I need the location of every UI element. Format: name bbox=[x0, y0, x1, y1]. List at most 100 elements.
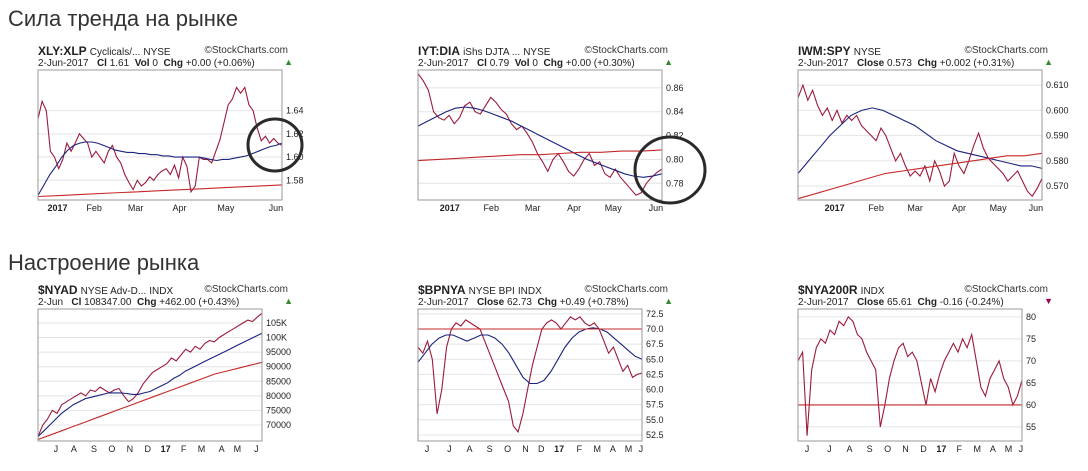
change-arrow-icon: ▲ bbox=[284, 296, 293, 306]
stat-value: 65.61 bbox=[886, 297, 912, 308]
x-tick-label: D bbox=[538, 444, 545, 454]
chart-symbol: XLY:XLP bbox=[38, 44, 87, 58]
chg-label: Chg bbox=[543, 58, 563, 69]
x-tick-label: Mar bbox=[128, 203, 144, 213]
chg-value: -0.16 (-0.24%) bbox=[939, 297, 1004, 308]
chg-label: Chg bbox=[537, 297, 557, 308]
chart-exchange: NYSE bbox=[853, 47, 881, 58]
plot-frame bbox=[417, 69, 663, 201]
change-arrow-icon: ▲ bbox=[284, 57, 293, 67]
chart-stats: 2-Jun-2017 Cl 1.61 Vol 0 Chg +0.00 (+0.0… bbox=[38, 57, 293, 70]
chart-plot: 0.610 0.600 0.590 0.580 0.570 2017 Feb Mar Apr Ma… bbox=[797, 69, 1069, 213]
x-tick-label: Apr bbox=[952, 203, 966, 213]
y-tick-label: 105K bbox=[266, 318, 287, 328]
vol-value: 0 bbox=[532, 58, 538, 69]
chart-source[interactable]: ©StockCharts.com bbox=[584, 284, 668, 295]
x-tick-label: J bbox=[447, 444, 452, 454]
x-tick-label: J bbox=[425, 444, 430, 454]
stat-value: 1.61 bbox=[109, 58, 130, 69]
series-line-1 bbox=[417, 106, 663, 178]
chg-label: Chg bbox=[917, 58, 937, 69]
vol-value: 0 bbox=[152, 58, 158, 69]
series-line-2 bbox=[37, 361, 263, 441]
chart-source[interactable]: ©StockCharts.com bbox=[964, 284, 1048, 295]
chart-symbol: $BPNYA bbox=[418, 283, 466, 297]
x-tick-label: Jun bbox=[1029, 203, 1044, 213]
series-line-0 bbox=[417, 73, 663, 196]
stat-label: Cl bbox=[96, 58, 107, 69]
chart-symbol: IYT:DIA bbox=[418, 44, 460, 58]
y-tick-label: 90000 bbox=[266, 362, 291, 372]
x-tick-label: J bbox=[827, 444, 832, 454]
y-tick-label: 0.590 bbox=[1046, 131, 1069, 141]
x-tick-label: N bbox=[902, 444, 909, 454]
y-tick-label: 65 bbox=[1026, 378, 1036, 388]
x-tick-label: F bbox=[957, 444, 963, 454]
chg-value: +462.00 (+0.43%) bbox=[159, 297, 240, 308]
x-tick-label: S bbox=[91, 444, 97, 454]
y-tick-label: 0.78 bbox=[666, 178, 684, 188]
series-line-2 bbox=[37, 184, 283, 198]
chart-exchange: INDX bbox=[517, 286, 542, 297]
x-tick-label: A bbox=[847, 444, 853, 454]
stat-label: Cl bbox=[476, 58, 487, 69]
chart-plot: 0.86 0.84 0.82 0.80 0.78 2017 Feb Mar Apr May Jun bbox=[417, 69, 684, 213]
x-tick-label: A bbox=[71, 444, 77, 454]
y-tick-label: 75 bbox=[1026, 334, 1036, 344]
x-tick-label: Feb bbox=[86, 203, 102, 213]
x-tick-label: 2017 bbox=[48, 203, 68, 213]
x-tick-label: Mar bbox=[907, 203, 923, 213]
stat-value: 62.73 bbox=[506, 297, 532, 308]
y-tick-label: 75000 bbox=[266, 405, 291, 415]
chg-value: +0.00 (+0.30%) bbox=[565, 58, 635, 69]
series-line-1 bbox=[417, 327, 643, 385]
plot-frame bbox=[37, 308, 263, 442]
chart-date: 2-Jun-2017 bbox=[38, 58, 89, 69]
chart-description: NYSE BPI bbox=[468, 286, 515, 297]
chart-header: $NYAD NYSE Adv-D... INDX ©StockCharts.com bbox=[38, 283, 288, 297]
chart-description: iShs DJTA ... bbox=[463, 47, 521, 58]
stat-label: Close bbox=[856, 297, 885, 308]
y-tick-label: 80 bbox=[1026, 312, 1036, 322]
series-line-0 bbox=[797, 83, 1043, 198]
stat-label: Close bbox=[476, 297, 505, 308]
x-tick-label: J bbox=[254, 444, 259, 454]
y-tick-label: 0.82 bbox=[666, 131, 684, 141]
x-tick-label: S bbox=[487, 444, 493, 454]
y-tick-label: 70.0 bbox=[646, 324, 664, 334]
x-tick-label: Jun bbox=[649, 203, 664, 213]
y-tick-label: 0.80 bbox=[666, 154, 684, 164]
change-arrow-icon: ▼ bbox=[1044, 296, 1053, 306]
stat-label: Cl bbox=[71, 297, 82, 308]
chart-source[interactable]: ©StockCharts.com bbox=[964, 45, 1048, 56]
y-tick-label: 1.64 bbox=[286, 106, 304, 116]
chart-description: Cyclicals/... bbox=[89, 47, 141, 58]
chart-source[interactable]: ©StockCharts.com bbox=[204, 45, 288, 56]
y-tick-label: 60.0 bbox=[646, 385, 664, 395]
y-tick-label: 70000 bbox=[266, 420, 291, 430]
x-tick-label: J bbox=[805, 444, 810, 454]
change-arrow-icon: ▲ bbox=[1044, 57, 1053, 67]
y-tick-label: 80000 bbox=[266, 391, 291, 401]
chart-date: 2-Jun-2017 bbox=[418, 297, 469, 308]
x-tick-label: M bbox=[625, 444, 633, 454]
change-arrow-icon: ▲ bbox=[664, 57, 673, 67]
y-tick-label: 67.5 bbox=[646, 339, 664, 349]
chart-plot: 72.570.067.565.062.560.057.555.052.5J J A S… bbox=[417, 308, 664, 454]
series-line-1 bbox=[797, 107, 1043, 174]
chg-value: +0.002 (+0.31%) bbox=[939, 58, 1015, 69]
y-tick-label: 100K bbox=[266, 333, 287, 343]
chart-plot: 1.64 1.62 1.60 1.58 2017 Feb Mar Apr May Jun bbox=[37, 69, 304, 213]
x-tick-label: May bbox=[605, 203, 623, 213]
chart-plot: 105K 100K 95000 90000 85000 80000 75000 70000 J A… bbox=[37, 308, 291, 454]
x-tick-label: M bbox=[234, 444, 242, 454]
plot-frame bbox=[797, 69, 1043, 201]
chart-symbol: $NYA200R bbox=[798, 283, 858, 297]
chart-header: $NYA200R INDX ©StockCharts.com bbox=[798, 283, 1048, 297]
y-tick-label: 55.0 bbox=[646, 415, 664, 425]
chart-source[interactable]: ©StockCharts.com bbox=[204, 284, 288, 295]
chart-exchange: INDX bbox=[149, 286, 174, 297]
y-tick-label: 62.5 bbox=[646, 369, 664, 379]
chart-source[interactable]: ©StockCharts.com bbox=[584, 45, 668, 56]
